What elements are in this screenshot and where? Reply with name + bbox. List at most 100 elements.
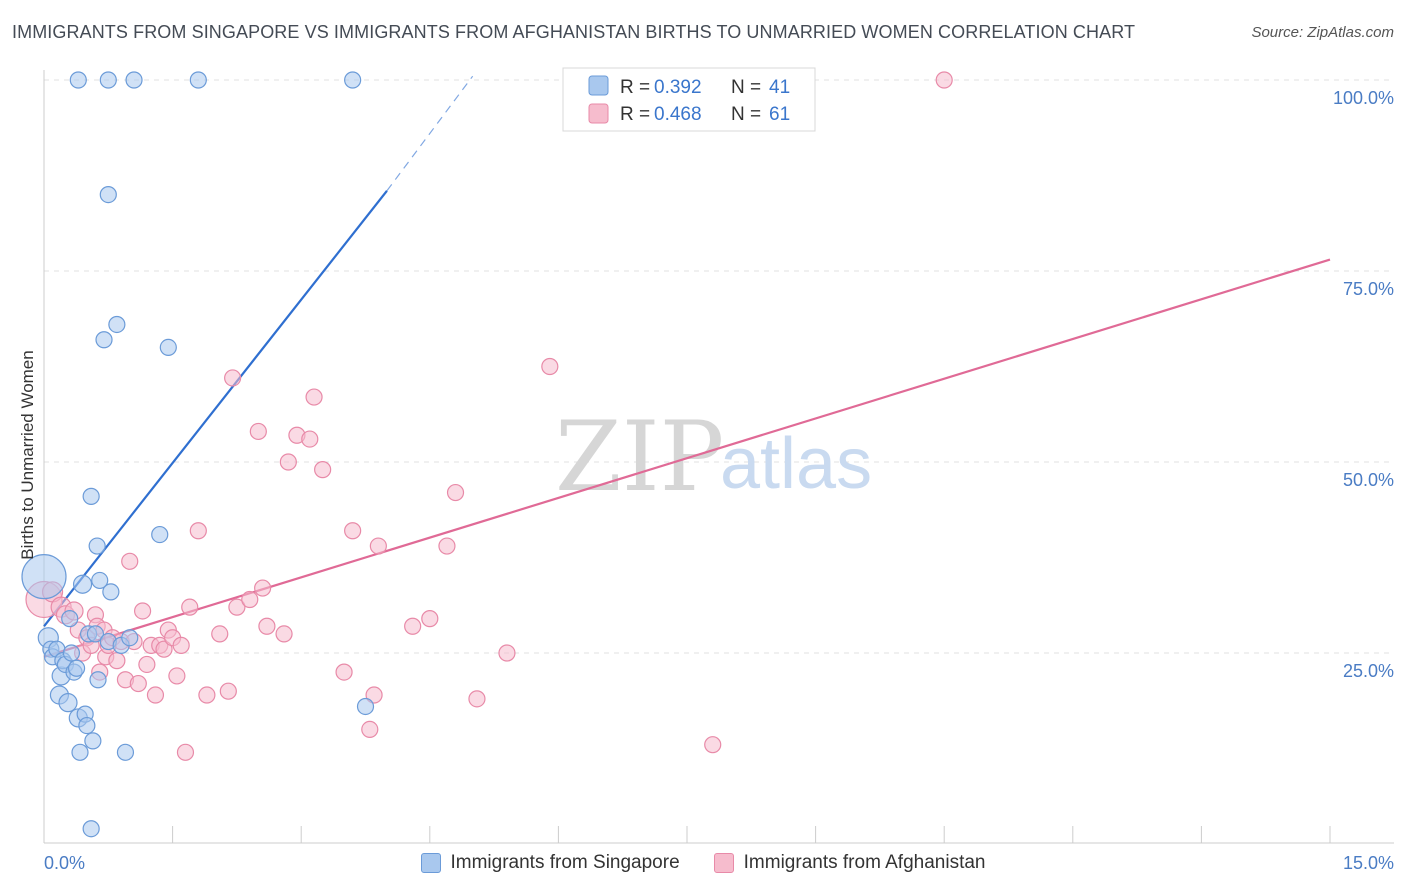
legend-n-value-singapore: 41 xyxy=(769,77,790,98)
y-axis-label: Births to Unmarried Women xyxy=(18,350,37,559)
trend-line-singapore xyxy=(43,190,388,627)
y-tick-label-3: 100.0% xyxy=(1333,88,1394,108)
point-afghanistan-31 xyxy=(172,636,190,654)
point-singapore-9 xyxy=(58,693,78,713)
point-singapore-31 xyxy=(108,315,126,334)
bottom-legend: Immigrants from Singapore Immigrants fro… xyxy=(0,852,1406,874)
point-singapore-15 xyxy=(71,743,89,761)
legend-r-label-afghanistan: R = xyxy=(620,104,650,125)
point-singapore-25 xyxy=(89,671,107,689)
bottom-legend-item-singapore: Immigrants from Singapore xyxy=(420,852,680,874)
point-afghanistan-47 xyxy=(301,430,319,448)
point-singapore-33 xyxy=(116,743,135,761)
y-tick-label-2: 75.0% xyxy=(1343,279,1394,299)
point-afghanistan-53 xyxy=(365,686,383,704)
bottom-legend-label-afghanistan: Immigrants from Afghanistan xyxy=(743,852,986,873)
legend-n-value-afghanistan: 61 xyxy=(769,104,790,125)
point-afghanistan-51 xyxy=(344,522,362,540)
point-afghanistan-30 xyxy=(168,667,186,685)
data-points xyxy=(21,71,953,838)
point-afghanistan-19 xyxy=(121,552,139,570)
bottom-legend-swatch-singapore xyxy=(420,853,441,873)
point-afghanistan-39 xyxy=(228,598,246,616)
legend-n-label-afghanistan: N = xyxy=(731,104,761,125)
point-singapore-37 xyxy=(69,71,87,89)
point-afghanistan-27 xyxy=(155,640,173,658)
point-afghanistan-16 xyxy=(108,652,126,670)
point-afghanistan-56 xyxy=(421,610,439,628)
point-afghanistan-22 xyxy=(133,602,152,620)
point-afghanistan-33 xyxy=(181,598,199,616)
point-singapore-40 xyxy=(189,71,207,89)
point-afghanistan-48 xyxy=(305,388,323,406)
watermark: ZIP atlas xyxy=(555,401,872,513)
trend-lines xyxy=(43,75,1331,658)
point-afghanistan-23 xyxy=(138,655,156,674)
grid-lines xyxy=(44,79,1394,654)
point-afghanistan-42 xyxy=(254,579,272,597)
legend-swatch-afghanistan xyxy=(588,103,609,124)
point-afghanistan-40 xyxy=(241,590,259,609)
point-afghanistan-55 xyxy=(404,617,422,635)
point-singapore-20 xyxy=(82,820,100,838)
point-singapore-24 xyxy=(88,537,106,555)
point-singapore-11 xyxy=(62,644,81,662)
point-afghanistan-37 xyxy=(219,682,237,700)
point-afghanistan-21 xyxy=(129,674,147,693)
point-afghanistan-61 xyxy=(541,357,559,376)
y-tick-label-0: 25.0% xyxy=(1343,661,1394,681)
x-tick-label-max: 15.0% xyxy=(1343,853,1394,873)
point-singapore-34 xyxy=(121,629,139,647)
chart-source: Source: ZipAtlas.com xyxy=(1251,24,1394,41)
point-afghanistan-44 xyxy=(275,625,293,643)
point-singapore-13 xyxy=(67,659,86,677)
bottom-legend-label-singapore: Immigrants from Singapore xyxy=(450,852,680,873)
bottom-legend-item-afghanistan: Immigrants from Afghanistan xyxy=(713,852,986,874)
legend-r-value-singapore: 0.392 xyxy=(654,77,702,98)
point-afghanistan-36 xyxy=(211,625,229,643)
point-singapore-41 xyxy=(344,71,362,89)
point-afghanistan-38 xyxy=(224,369,242,387)
legend-n-label-singapore: N = xyxy=(731,77,761,98)
legend-r-label-singapore: R = xyxy=(620,77,650,98)
axes xyxy=(43,70,1394,844)
point-afghanistan-34 xyxy=(189,522,207,540)
point-afghanistan-52 xyxy=(361,720,379,739)
point-afghanistan-63 xyxy=(935,71,953,89)
point-singapore-0 xyxy=(21,553,67,600)
point-afghanistan-58 xyxy=(446,483,465,502)
y-tick-label-1: 50.0% xyxy=(1343,470,1394,490)
trend-line-extension-singapore xyxy=(386,75,474,192)
point-singapore-10 xyxy=(61,610,79,628)
chart-title: IMMIGRANTS FROM SINGAPORE VS IMMIGRANTS … xyxy=(12,22,1136,42)
watermark-zip: ZIP xyxy=(555,401,724,513)
point-afghanistan-32 xyxy=(176,743,195,761)
point-afghanistan-57 xyxy=(438,537,456,555)
point-afghanistan-59 xyxy=(468,690,486,708)
point-afghanistan-62 xyxy=(704,736,722,754)
point-singapore-35 xyxy=(151,525,169,544)
point-singapore-21 xyxy=(82,487,100,505)
point-singapore-29 xyxy=(99,186,117,204)
point-singapore-36 xyxy=(159,338,177,356)
point-singapore-23 xyxy=(86,625,105,643)
point-afghanistan-41 xyxy=(249,422,267,441)
point-singapore-39 xyxy=(125,71,143,89)
point-afghanistan-35 xyxy=(198,686,216,704)
point-singapore-26 xyxy=(91,571,109,590)
point-afghanistan-60 xyxy=(498,644,516,662)
bottom-legend-swatch-afghanistan xyxy=(713,853,734,873)
point-singapore-38 xyxy=(99,71,117,89)
point-singapore-30 xyxy=(102,583,120,601)
point-afghanistan-25 xyxy=(146,686,165,704)
point-singapore-22 xyxy=(84,732,102,750)
point-afghanistan-50 xyxy=(335,663,353,681)
point-singapore-42 xyxy=(356,697,375,716)
point-singapore-16 xyxy=(72,574,93,594)
x-tick-label-min: 0.0% xyxy=(44,853,85,873)
point-afghanistan-45 xyxy=(279,453,297,471)
y-tick-labels: 25.0% 50.0% 75.0% 100.0% xyxy=(1333,88,1394,681)
legend-r-value-afghanistan: 0.468 xyxy=(654,104,702,125)
trend-line-afghanistan xyxy=(43,258,1331,658)
